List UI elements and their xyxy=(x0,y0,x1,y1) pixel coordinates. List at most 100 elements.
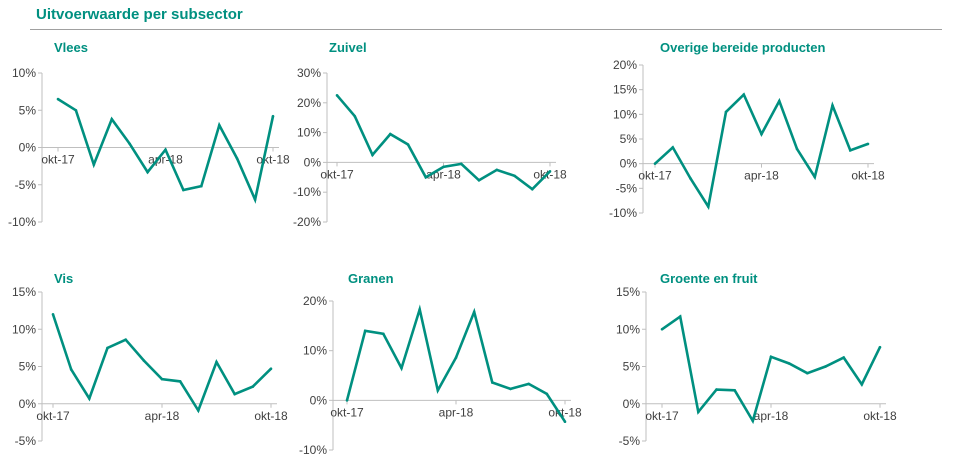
chart-vis: Vis 15% 10% 5% 0% -5% okt-17 apr-18 okt-18 xyxy=(12,271,288,448)
data-point xyxy=(742,93,746,96)
data-point xyxy=(678,315,682,318)
data-point xyxy=(842,356,845,359)
y-tick-label: -10% xyxy=(609,206,637,220)
data-point xyxy=(715,388,718,391)
data-point xyxy=(200,184,203,188)
y-tick-label: -5% xyxy=(616,181,638,195)
data-point xyxy=(215,360,218,364)
data-point xyxy=(106,346,109,350)
data-point xyxy=(689,177,692,180)
data-point xyxy=(51,313,55,316)
x-tick-label: okt-18 xyxy=(863,409,897,423)
data-point xyxy=(660,327,664,331)
y-tick-label: -5% xyxy=(15,178,37,192)
data-point xyxy=(495,168,499,172)
data-point xyxy=(860,383,864,386)
y-tick-label: -5% xyxy=(15,434,37,448)
data-point xyxy=(563,420,567,423)
data-point xyxy=(382,332,385,336)
data-point xyxy=(477,178,481,182)
chart-overige-bereide-producten: Overige bereide producten 20% 15% 10% 5% 0% -5… xyxy=(609,40,885,220)
data-point xyxy=(418,308,421,311)
data-point xyxy=(509,387,512,391)
data-point xyxy=(733,389,736,392)
data-point xyxy=(142,359,146,362)
x-tick-label: okt-18 xyxy=(548,405,582,419)
data-point xyxy=(527,382,530,386)
chart-title: Overige bereide producten xyxy=(660,40,825,55)
data-point xyxy=(271,114,275,118)
data-point xyxy=(724,110,728,114)
data-point xyxy=(813,175,817,179)
data-point xyxy=(69,368,73,371)
data-point xyxy=(513,174,516,178)
data-point xyxy=(146,170,149,174)
data-point xyxy=(454,356,458,359)
y-tick-label: 20% xyxy=(303,294,327,308)
x-tick-label: okt-17 xyxy=(320,167,354,181)
x-tick-label: okt-17 xyxy=(645,409,679,423)
data-point xyxy=(831,104,834,107)
data-point xyxy=(388,132,392,136)
data-point xyxy=(436,389,440,392)
data-point xyxy=(491,381,494,384)
data-point xyxy=(472,310,476,314)
data-point xyxy=(848,149,852,152)
data-point xyxy=(363,329,367,333)
data-point xyxy=(160,377,164,381)
data-point xyxy=(760,132,763,136)
data-point xyxy=(124,338,127,341)
data-point xyxy=(806,371,809,375)
chart-title: Vis xyxy=(54,271,73,286)
y-tick-label: 5% xyxy=(19,360,37,374)
y-tick-label: 5% xyxy=(623,360,641,374)
y-tick-label: 0% xyxy=(623,397,641,411)
x-tick-label: okt-17 xyxy=(638,169,672,183)
data-point xyxy=(217,123,221,127)
y-tick-label: 20% xyxy=(613,58,637,72)
data-point xyxy=(164,148,167,152)
data-point xyxy=(824,365,827,368)
y-tick-label: -10% xyxy=(299,443,327,455)
data-point xyxy=(371,153,374,157)
y-tick-label: 10% xyxy=(297,126,321,140)
y-tick-label: 10% xyxy=(12,322,36,336)
data-point xyxy=(353,114,357,118)
y-tick-label: 0% xyxy=(304,155,322,169)
y-tick-label: 0% xyxy=(310,393,328,407)
chart-granen: Granen 20% 10% 0% -10% okt-17 apr-18 okt-18 xyxy=(299,271,582,455)
data-point xyxy=(769,355,773,359)
data-point xyxy=(424,176,428,179)
data-point xyxy=(269,367,273,371)
data-point xyxy=(178,380,182,383)
data-point xyxy=(548,170,552,173)
chart-title: Granen xyxy=(348,271,394,286)
x-tick-label: okt-17 xyxy=(41,153,75,167)
chart-title: Groente en fruit xyxy=(660,271,758,286)
data-point xyxy=(459,162,463,166)
series-line xyxy=(51,313,272,414)
chart-groente-en-fruit: Groente en fruit 15% 10% 5% 0% -5% okt-17 apr-1… xyxy=(616,271,897,448)
data-point xyxy=(345,399,349,402)
y-tick-label: 15% xyxy=(616,285,640,299)
y-tick-label: 0% xyxy=(620,157,638,171)
y-tick-label: 10% xyxy=(613,107,637,121)
y-tick-label: 10% xyxy=(12,66,36,80)
data-point xyxy=(866,142,870,146)
x-tick-label: apr-18 xyxy=(145,409,180,423)
data-point xyxy=(442,165,445,169)
x-tick-label: okt-17 xyxy=(330,405,364,419)
data-point xyxy=(787,362,791,365)
data-point xyxy=(88,397,91,400)
data-point xyxy=(233,392,236,396)
y-tick-label: -20% xyxy=(293,215,321,229)
data-point xyxy=(197,409,200,412)
data-point xyxy=(878,345,882,349)
x-tick-label: apr-18 xyxy=(754,409,789,423)
title-divider xyxy=(30,29,942,30)
data-point xyxy=(253,198,257,201)
y-tick-label: 30% xyxy=(297,66,321,80)
x-tick-label: apr-18 xyxy=(744,169,779,183)
